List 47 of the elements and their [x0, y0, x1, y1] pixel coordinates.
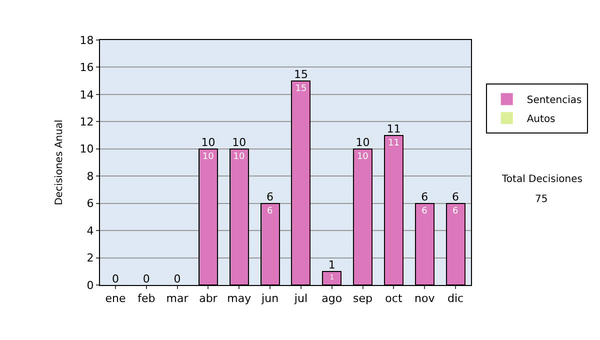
y-tick-label: 10 — [80, 142, 94, 156]
x-tick-label: may — [227, 292, 252, 306]
y-tick-label: 16 — [80, 61, 94, 74]
x-tick-label: jun — [260, 292, 279, 306]
x-tick-label: jul — [293, 292, 308, 306]
y-tick-label: 6 — [86, 197, 94, 210]
x-tick-label: ene — [105, 292, 126, 306]
total-label: 11 — [386, 122, 401, 136]
y-axis-title: Decisiones Anual — [54, 120, 65, 206]
data-label: 10 — [356, 152, 369, 162]
total-label: 6 — [266, 190, 274, 204]
y-tick-label: 4 — [86, 224, 94, 238]
x-tick-label: dic — [447, 292, 464, 306]
x-tick-label: ago — [322, 292, 342, 306]
text: Total Decisiones — [501, 174, 582, 185]
data-label: 6 — [267, 206, 274, 216]
y-tick-label: 2 — [86, 252, 94, 265]
x-tick-label: oct — [385, 292, 403, 306]
x-tick-label: nov — [414, 292, 436, 306]
total-label: 10 — [356, 136, 370, 150]
total-label: 0 — [142, 272, 150, 286]
x-tick-label: sep — [353, 292, 373, 306]
text: 75 — [535, 194, 548, 205]
x-tick-label: mar — [166, 292, 189, 306]
total-label: 10 — [201, 136, 216, 150]
total-label: 10 — [232, 136, 246, 150]
data-label: 6 — [422, 206, 428, 216]
y-tick-label: 8 — [86, 170, 94, 183]
data-label: 6 — [452, 206, 459, 216]
legend-label: Autos — [526, 114, 556, 125]
total-label: 6 — [421, 190, 428, 204]
x-tick-label: abr — [199, 292, 218, 306]
data-label: 11 — [388, 138, 400, 148]
y-tick-label: 14 — [80, 88, 94, 102]
data-label: 15 — [295, 84, 307, 94]
y-tick-label: 18 — [80, 34, 94, 47]
legend-label: Sentencias — [526, 95, 582, 106]
y-tick-label: 0 — [86, 278, 94, 292]
total-label: 1 — [328, 258, 336, 272]
y-tick-label: 12 — [80, 116, 94, 129]
total-label: 6 — [452, 190, 460, 204]
data-label: 10 — [202, 152, 214, 162]
data-label: 10 — [233, 152, 245, 162]
x-tick-label: feb — [138, 292, 156, 306]
total-label: 0 — [112, 272, 119, 286]
total-label: 0 — [174, 272, 181, 286]
total-label: 15 — [294, 68, 308, 82]
